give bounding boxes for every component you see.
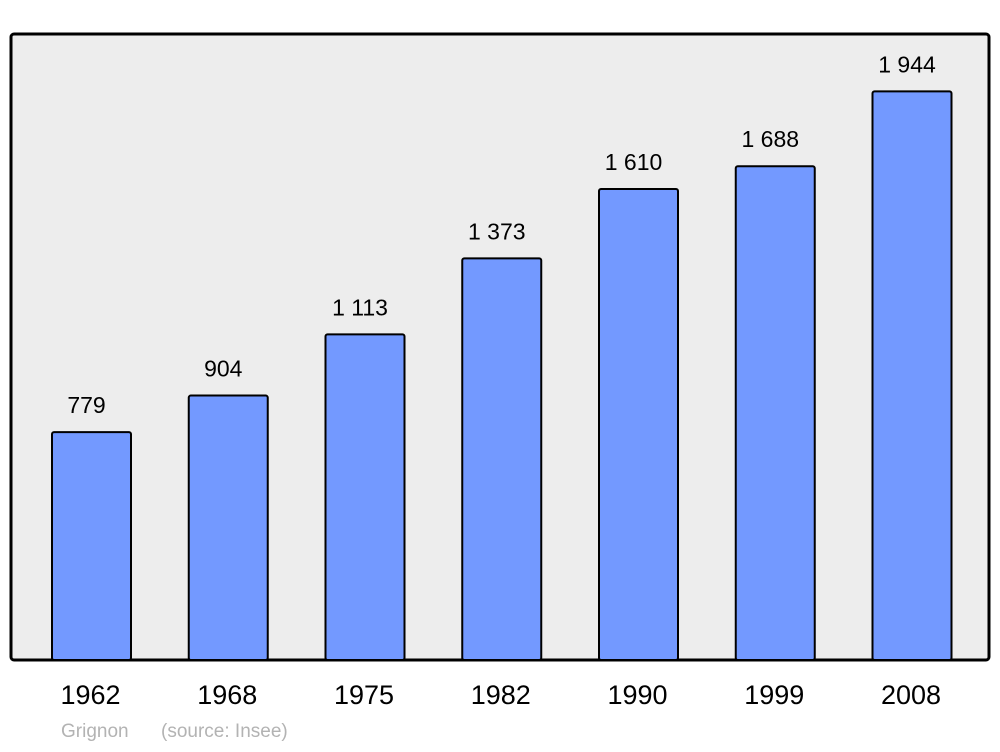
value-label: 1 373 <box>468 218 526 244</box>
bar-1982 <box>461 257 543 661</box>
value-label: 1 944 <box>878 51 936 77</box>
value-label: 1 688 <box>741 126 799 152</box>
value-label: 779 <box>67 392 105 418</box>
x-tick-label: 1999 <box>744 680 804 710</box>
x-tick-label: 2008 <box>881 680 941 710</box>
x-tick-label: 1968 <box>197 680 257 710</box>
value-label: 1 610 <box>605 149 663 175</box>
footer-place: Grignon <box>61 721 129 742</box>
bar-1962 <box>51 431 132 661</box>
x-tick-label: 1982 <box>471 680 531 710</box>
footer-source: (source: Insee) <box>161 721 288 742</box>
x-tick-label: 1990 <box>607 680 667 710</box>
x-tick-label: 1975 <box>334 680 394 710</box>
bar-1999 <box>734 165 816 662</box>
value-label: 1 113 <box>332 294 388 320</box>
bar-1975 <box>324 333 406 661</box>
bar-2008 <box>871 90 953 661</box>
bar-1968 <box>187 394 269 661</box>
value-label: 904 <box>204 356 243 382</box>
bar-1990 <box>598 188 679 661</box>
x-tick-label: 1962 <box>60 680 120 710</box>
